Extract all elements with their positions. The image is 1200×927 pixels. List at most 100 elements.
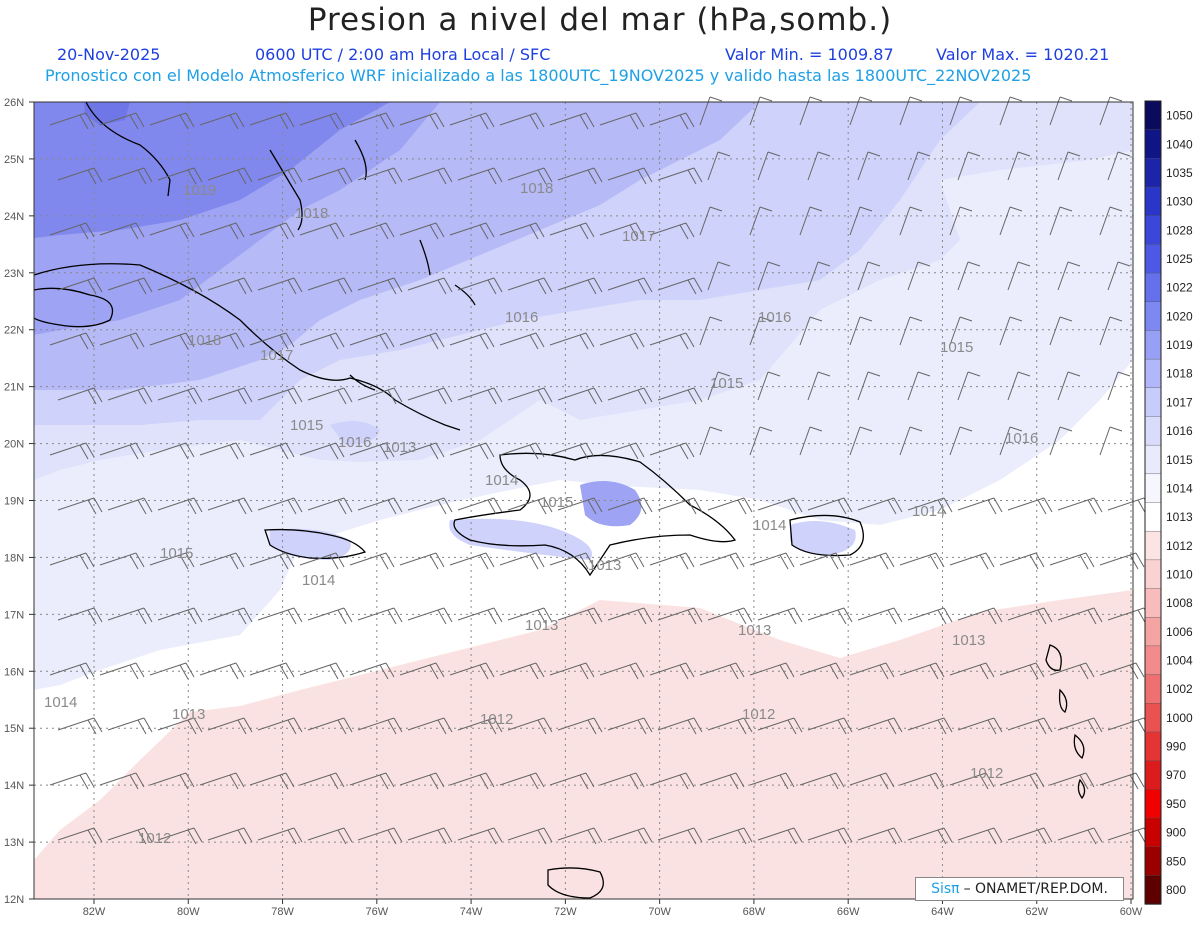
wind-barb (707, 371, 731, 401)
wind-barb (457, 277, 503, 295)
wind-barb (357, 497, 403, 515)
wind-barb (1049, 662, 1095, 680)
wind-barb (557, 827, 603, 845)
wind-barb (249, 222, 295, 240)
wind-barb (399, 662, 445, 680)
wind-barb (499, 772, 545, 790)
wind-barb (107, 497, 153, 515)
high-pressure-patch-1 (580, 481, 642, 527)
wind-barb (649, 222, 695, 240)
wind-barb (857, 717, 903, 735)
wind-barb (157, 717, 203, 735)
wind-barb (557, 277, 603, 295)
colorbar-label: 1012 (1166, 539, 1193, 553)
contour-label: 1019 (183, 182, 216, 199)
lon-label: 82W (83, 906, 106, 918)
wind-barb (307, 167, 353, 185)
wind-barb (57, 717, 103, 735)
wind-barb (949, 772, 995, 790)
wind-barb (599, 112, 645, 130)
wind-barb (549, 662, 595, 680)
colorbar-label: 1013 (1166, 510, 1193, 524)
wind-barb (199, 772, 245, 790)
colorbar-label: 1040 (1166, 137, 1193, 151)
wind-barb (649, 772, 695, 790)
wind-barb (57, 277, 103, 295)
valid-time: 0600 UTC / 2:00 am Hora Local / SFC (255, 45, 551, 64)
wind-barb (899, 552, 945, 570)
wind-barb (1007, 827, 1053, 845)
wind-barb (457, 497, 503, 515)
colorbar-label: 1010 (1166, 567, 1193, 581)
colorbar-swatch (1144, 817, 1162, 848)
wind-barb (207, 827, 253, 845)
contour-label: 1015 (290, 417, 323, 434)
wind-barb (49, 772, 95, 790)
wind-barb (457, 827, 503, 845)
map-title: Presion a nivel del mar (hPa,somb.) (307, 2, 893, 38)
wind-barb (707, 151, 731, 181)
wind-barb (999, 772, 1045, 790)
wind-barb (257, 827, 303, 845)
wind-barb (907, 607, 953, 625)
colorbar-label: 1017 (1166, 395, 1193, 409)
lon-label: 60W (1120, 906, 1143, 918)
colorbar-swatch (1144, 674, 1162, 704)
wind-barb (857, 261, 881, 291)
lon-label: 80W (177, 906, 200, 918)
colorbar-label: 990 (1166, 740, 1186, 754)
band-1019 (34, 102, 390, 238)
wind-barb (207, 167, 253, 185)
colorbar-swatch (1144, 473, 1162, 504)
high-pressure-patch-3 (270, 528, 351, 560)
contour-labels: 1019 1018 1018 1017 1016 1016 1015 1015 … (44, 180, 1038, 847)
wind-barb (499, 442, 545, 460)
wind-barb (1057, 607, 1103, 625)
colorbar-swatch (1144, 789, 1162, 819)
lat-label: 26N (4, 97, 24, 109)
wind-barb (1057, 151, 1081, 181)
wind-barb (699, 662, 745, 680)
colorbar-label: 1004 (1166, 654, 1193, 668)
colorbar-swatch (1144, 416, 1162, 446)
wind-barb (249, 772, 295, 790)
wind-barb (607, 827, 653, 845)
contour-label: 1016 (505, 309, 538, 326)
wind-barb (699, 772, 745, 790)
wind-barb (699, 206, 723, 236)
contour-label: 1013 (383, 439, 416, 456)
high-pressure-patch-5 (330, 421, 380, 445)
wind-barb (199, 552, 245, 570)
wind-barb (307, 607, 353, 625)
wind-barb (357, 827, 403, 845)
contour-label: 1015 (940, 339, 973, 356)
wind-barb (799, 316, 823, 346)
colorbar-swatch (1144, 530, 1162, 561)
colorbar-swatch (1144, 158, 1162, 188)
wind-barb (449, 332, 495, 350)
wind-barb (257, 167, 303, 185)
colorbar-label: 800 (1166, 883, 1186, 897)
wind-barb (807, 717, 853, 735)
wind-barb (107, 167, 153, 185)
wind-barb (257, 387, 303, 405)
wind-barb (507, 717, 553, 735)
wind-barb (949, 426, 973, 456)
wind-barb (757, 827, 803, 845)
wind-barb (249, 662, 295, 680)
wind-barb (457, 607, 503, 625)
wind-barb (949, 662, 995, 680)
wind-barb (707, 827, 753, 845)
colorbar-swatch (1144, 875, 1162, 905)
wind-barb (757, 261, 781, 291)
wind-barb (457, 717, 503, 735)
wind-barb (457, 167, 503, 185)
wind-barb (207, 387, 253, 405)
wind-barb (899, 426, 923, 456)
wind-barb (499, 332, 545, 350)
wind-barb (1007, 497, 1053, 515)
wind-barb (199, 222, 245, 240)
contour-label: 1014 (753, 517, 786, 534)
colorbar-swatch (1144, 100, 1162, 131)
colorbar-label: 1014 (1166, 481, 1193, 495)
